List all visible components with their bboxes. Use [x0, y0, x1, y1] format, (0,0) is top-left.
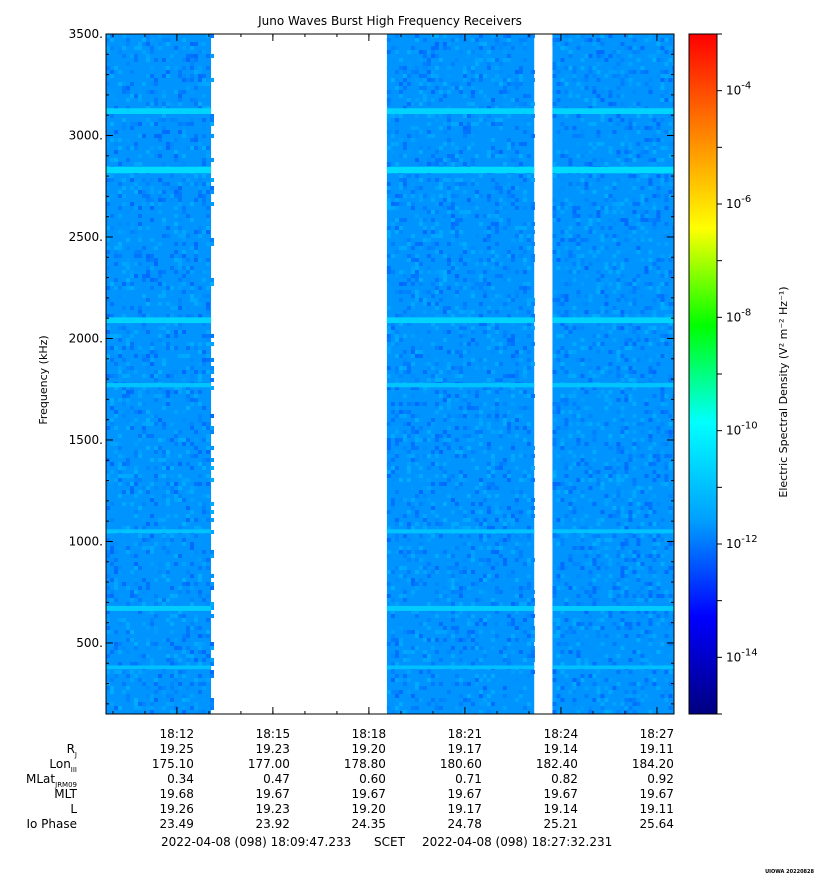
colorbar-tick-label: 10-12: [726, 534, 758, 551]
emission-band-4: [106, 529, 212, 534]
emission-band-6: [106, 665, 212, 670]
y-tick-label: 500.: [76, 636, 103, 650]
emission-band-4: [386, 529, 535, 534]
emission-band-5: [386, 605, 535, 611]
x-tick-label: 18:12: [160, 727, 195, 741]
emission-band-1: [106, 166, 212, 174]
ephemeris-value: 19.17: [448, 802, 482, 816]
time-range-frame: SCET: [374, 835, 406, 849]
ephemeris-value: 23.49: [159, 817, 193, 831]
emission-band-2: [106, 317, 212, 324]
colorbar-tick-label: 10-10: [726, 421, 758, 438]
x-tick-label: 18:15: [256, 727, 291, 741]
ephemeris-row-label: LonIII: [49, 757, 77, 774]
emission-band-2: [552, 317, 674, 324]
ephemeris-value: 19.25: [159, 742, 193, 756]
emission-band-0: [386, 108, 535, 115]
ephemeris-value: 19.67: [256, 787, 290, 801]
ephemeris-value: 0.47: [263, 772, 290, 786]
ephemeris-value: 23.92: [256, 817, 290, 831]
ephemeris-value: 19.20: [352, 802, 386, 816]
x-tick-label: 18:21: [448, 727, 483, 741]
x-tick-label: 18:24: [544, 727, 579, 741]
y-axis: 3500. 3000. 2500. 2000. 1500. 1000. 500.: [69, 27, 674, 705]
x-axis: 18:12 18:15 18:18 18:21 18:24 18:27: [112, 34, 675, 741]
ephemeris-value: 19.20: [352, 742, 386, 756]
ephemeris-value: 19.67: [640, 787, 674, 801]
ephemeris-value: 0.60: [359, 772, 386, 786]
ephemeris-value: 182.40: [536, 757, 578, 771]
x-tick-label: 18:27: [640, 727, 675, 741]
ephemeris-value: 178.80: [344, 757, 386, 771]
y-tick-label: 3000.: [69, 128, 103, 142]
y-tick-label: 2500.: [69, 230, 103, 244]
chart-title: Juno Waves Burst High Frequency Receiver…: [257, 14, 522, 28]
colorbar-tick-label: 10-6: [726, 194, 751, 211]
colorbar-tick-label: 10-14: [726, 647, 758, 664]
ephemeris-value: 19.26: [159, 802, 193, 816]
emission-band-1: [552, 166, 674, 174]
ephemeris-value: 0.92: [647, 772, 674, 786]
ephemeris-value: 184.20: [632, 757, 674, 771]
time-range-start: 2022-04-08 (098) 18:09:47.233: [161, 835, 351, 849]
ephemeris-value: 0.34: [167, 772, 194, 786]
y-axis-label: Frequency (kHz): [37, 335, 50, 424]
emission-band-0: [106, 108, 212, 115]
ephemeris-value: 24.35: [352, 817, 386, 831]
ephemeris-row-label: MLatJRM09: [26, 772, 77, 789]
ephemeris-value: 19.17: [448, 742, 482, 756]
emission-band-5: [552, 605, 674, 611]
ephemeris-value: 19.14: [544, 802, 578, 816]
ephemeris-value: 180.60: [440, 757, 482, 771]
emission-band-5: [106, 605, 212, 611]
ephemeris-value: 0.71: [455, 772, 482, 786]
ephemeris-value: 19.14: [544, 742, 578, 756]
ephemeris-value: 175.10: [152, 757, 194, 771]
x-tick-label: 18:18: [352, 727, 387, 741]
ephemeris-value: 19.23: [256, 742, 290, 756]
ephemeris-value: 19.67: [448, 787, 482, 801]
plot-frame: [105, 33, 675, 715]
noise-texture-2: [552, 34, 674, 714]
ephemeris-value: 0.82: [551, 772, 578, 786]
ephemeris-value: 19.67: [544, 787, 578, 801]
emission-band-4: [552, 529, 674, 534]
ephemeris-row-label: Io Phase: [26, 817, 77, 831]
colorbar-tick-label: 10-4: [726, 81, 751, 98]
colorbar-label: Electric Spectral Density (V² m⁻² Hz⁻¹): [777, 286, 790, 497]
ephemeris-value: 19.67: [352, 787, 386, 801]
time-range-end: 2022-04-08 (098) 18:27:32.231: [422, 835, 612, 849]
emission-band-6: [552, 665, 674, 670]
emission-band-0: [552, 108, 674, 115]
emission-band-1: [386, 166, 535, 174]
ephemeris-table: RJ 19.25 19.23 19.20 19.17 19.14 19.11 LonIII 17…: [26, 742, 674, 831]
colorbar-tick-label: 10-8: [726, 307, 751, 324]
y-tick-label: 3500.: [69, 27, 103, 41]
y-tick-label: 1000.: [69, 534, 103, 548]
spectrogram-data: [106, 34, 674, 714]
y-tick-label: 1500.: [69, 433, 103, 447]
ephemeris-row-label: MLT: [54, 787, 77, 801]
emission-band-3: [386, 383, 535, 388]
emission-band-2: [386, 317, 535, 324]
ephemeris-value: 19.11: [640, 742, 674, 756]
colorbar-ticks: 10-4 10-6 10-8 10-10 10-12 10-14: [717, 33, 758, 715]
noise-texture-0: [106, 34, 214, 714]
ephemeris-value: 24.78: [448, 817, 482, 831]
emission-band-3: [106, 383, 212, 388]
ephemeris-row-label: RJ: [67, 742, 77, 759]
emission-band-6: [386, 665, 535, 670]
ephemeris-value: 19.68: [159, 787, 193, 801]
ephemeris-row-label: L: [70, 802, 77, 816]
ephemeris-value: 19.11: [640, 802, 674, 816]
y-tick-label: 2000.: [69, 331, 103, 345]
ephemeris-value: 25.21: [544, 817, 578, 831]
ephemeris-value: 177.00: [248, 757, 290, 771]
colorbar: [688, 33, 718, 715]
ephemeris-value: 25.64: [640, 817, 674, 831]
ephemeris-value: 19.23: [256, 802, 290, 816]
emission-band-3: [552, 383, 674, 388]
credit-stamp: UIOWA 20220828: [765, 869, 814, 875]
